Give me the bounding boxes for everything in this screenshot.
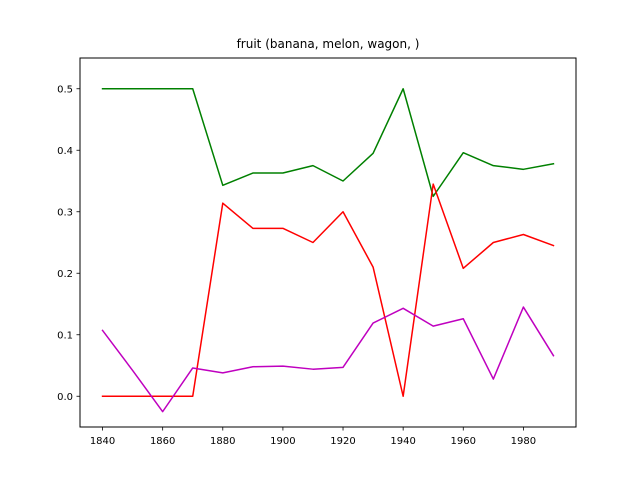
y-tick-label: 0.5: [57, 84, 73, 95]
x-tick-label: 1920: [330, 436, 355, 447]
x-tick-label: 1840: [90, 436, 115, 447]
plot-frame: [79, 57, 577, 428]
x-tick-label: 1880: [210, 436, 235, 447]
series-line-1: [101, 183, 555, 397]
x-tick-label: 1960: [451, 436, 476, 447]
y-tick-label: 0.4: [57, 146, 73, 157]
axes: 1840 1860 1880 1900 1920 1940 1960 1980 0.0 0.1 0.…: [57, 84, 536, 447]
x-tick-label: 1860: [150, 436, 175, 447]
x-tick-label: 1900: [270, 436, 295, 447]
y-tick-label: 0.2: [57, 269, 73, 280]
series-line-2: [101, 306, 555, 413]
y-tick-label: 0.3: [57, 207, 73, 218]
plot-area: [101, 88, 555, 413]
y-tick-label: 0.1: [57, 330, 73, 341]
x-tick-label: 1980: [511, 436, 536, 447]
y-tick-label: 0.0: [57, 392, 73, 403]
series-line-0: [101, 88, 555, 198]
chart-title: fruit (banana, melon, wagon, ): [237, 37, 420, 51]
x-tick-label: 1940: [390, 436, 415, 447]
